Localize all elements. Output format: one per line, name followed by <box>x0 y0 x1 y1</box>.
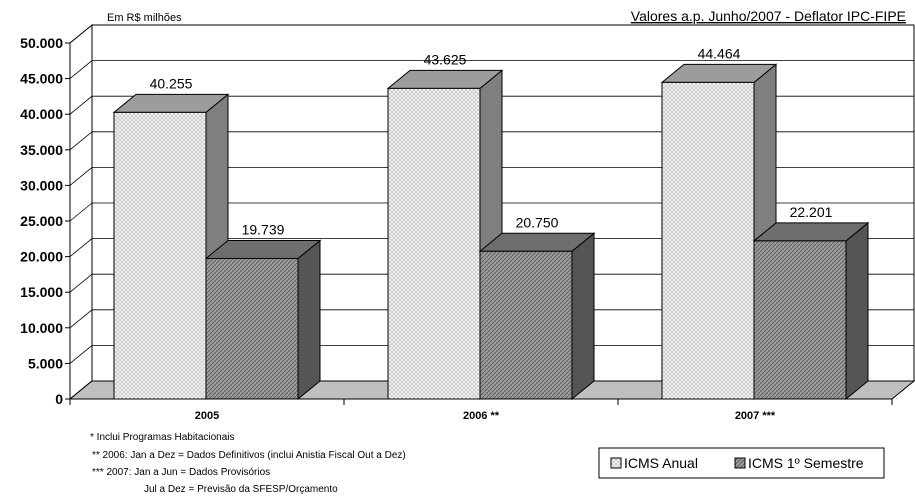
gridline-side-5 <box>69 202 93 222</box>
bar-face-1-1 <box>479 250 573 400</box>
data-label-1-1: 20.750 <box>516 214 559 230</box>
footnote-1: * Inclui Programas Habitacionais <box>90 432 235 443</box>
bar-face-0-2 <box>661 81 755 400</box>
gridline-side-4 <box>69 238 93 257</box>
gridline-side-10 <box>69 24 93 44</box>
unit-label: Em R$ milhões <box>107 12 182 24</box>
footnote-4: Jul a Dez = Previsão da SFESP/Orçamento <box>144 484 338 495</box>
ytick-label-1: 5.000 <box>28 355 63 371</box>
ytick-label-9: 45.000 <box>20 71 63 87</box>
gridline-side-2 <box>69 309 93 329</box>
data-label-1-2: 22.201 <box>790 204 833 220</box>
legend: ICMS Anual ICMS 1º Semestre <box>598 447 885 479</box>
bar-side-1-0 <box>297 239 321 401</box>
footnote-3: *** 2007: Jan a Jun = Dados Provisórios <box>92 467 270 478</box>
gridline-side-9 <box>69 60 93 79</box>
legend-label-icms-anual: ICMS Anual <box>624 455 698 471</box>
bar-side-1-1 <box>571 232 595 401</box>
footnote-2: ** 2006: Jan a Dez = Dados Definitivos (… <box>92 450 406 461</box>
ytick-label-6: 30.000 <box>20 177 63 193</box>
ytick-label-4: 20.000 <box>20 249 63 265</box>
bar-face-0-1 <box>387 87 481 400</box>
bar-face-1-2 <box>753 240 847 400</box>
gridline-side-6 <box>69 167 93 186</box>
category-label-0: 2005 <box>195 410 219 422</box>
ytick-label-3: 15.000 <box>20 284 63 300</box>
data-label-0-1: 43.625 <box>424 51 467 67</box>
legend-label-icms-semestre: ICMS 1º Semestre <box>748 455 864 471</box>
deflator-note: Valores a.p. Junho/2007 - Deflator IPC-F… <box>631 8 906 24</box>
gridline-side-8 <box>69 95 93 115</box>
gridline-side-3 <box>69 273 93 293</box>
gridline-side-1 <box>69 345 93 364</box>
bar-face-0-0 <box>113 111 207 400</box>
bar-0-0 <box>112 93 230 401</box>
ytick-label-7: 35.000 <box>20 142 63 158</box>
ytick-label-2: 10.000 <box>20 320 63 336</box>
category-label-1: 2006 ** <box>463 410 500 422</box>
bar-face-1-0 <box>205 257 299 400</box>
ytick-label-0: 0 <box>55 391 63 407</box>
axes: 0 5.000 10.000 15.000 20.000 25.000 30.000 35.0… <box>20 35 893 422</box>
bar-1-1 <box>478 232 596 401</box>
category-label-2: 2007 *** <box>735 410 776 422</box>
gridline-side-7 <box>69 131 93 151</box>
bar-1-0 <box>204 239 322 401</box>
bar-side-1-2 <box>845 221 869 401</box>
data-label-0-2: 44.464 <box>698 45 741 61</box>
ytick-label-8: 40.000 <box>20 106 63 122</box>
legend-swatch-icms-semestre <box>734 457 746 469</box>
bar-1-2 <box>752 221 870 401</box>
ytick-label-10: 50.000 <box>20 35 63 51</box>
bars: 40.255 19.739 43.625 20.750 44.464 22.201 <box>112 45 870 401</box>
data-label-1-0: 19.739 <box>242 221 285 237</box>
data-label-0-0: 40.255 <box>150 75 193 91</box>
legend-swatch-icms-anual <box>610 457 622 469</box>
ytick-label-5: 25.000 <box>20 213 63 229</box>
